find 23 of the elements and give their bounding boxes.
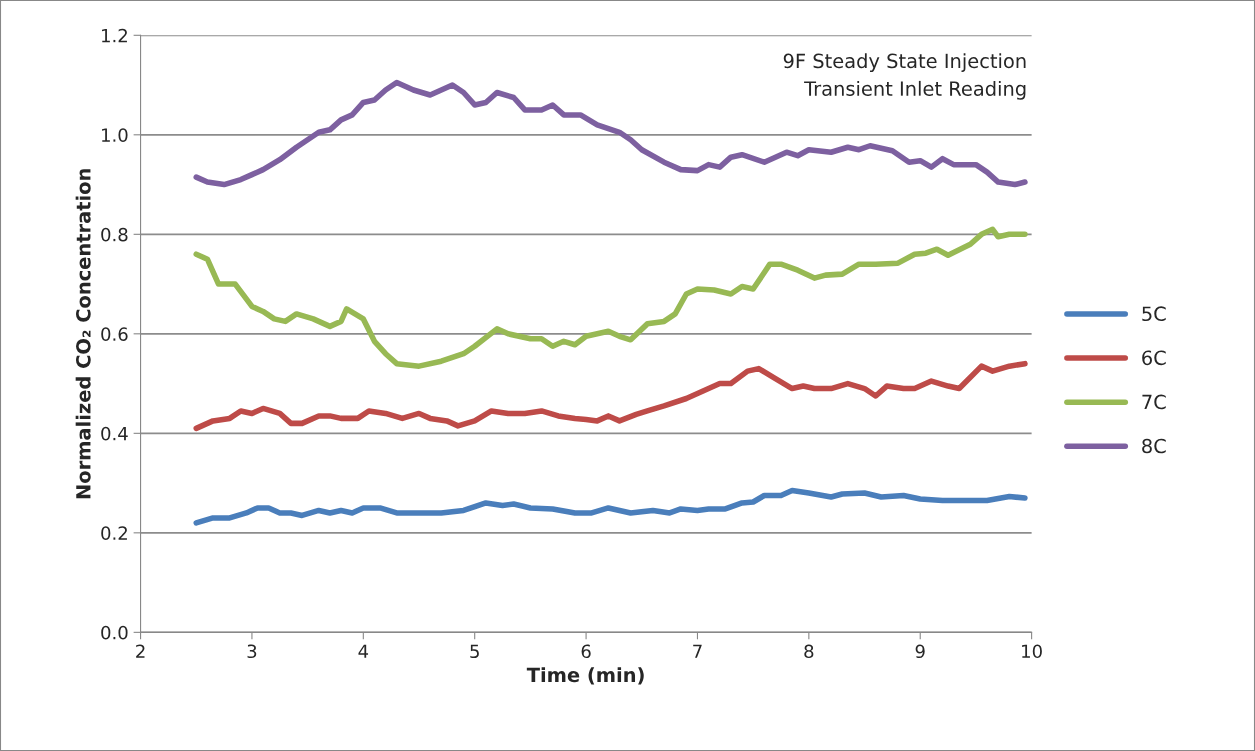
x-tick-label: 4 bbox=[358, 644, 369, 658]
x-tick-label: 10 bbox=[1022, 644, 1042, 659]
x-tick-label: 6 bbox=[581, 644, 591, 659]
x-tick-label: 8 bbox=[804, 644, 814, 659]
x-axis-title: Time (min) bbox=[526, 667, 644, 685]
x-tick-label: 2 bbox=[136, 644, 145, 658]
x-tick-label: 7 bbox=[693, 644, 702, 658]
y-tick-label: 1.2 bbox=[102, 28, 127, 43]
x-tick-label: 3 bbox=[247, 644, 257, 659]
legend-label: 8C bbox=[1142, 438, 1166, 454]
x-tick-label: 5 bbox=[470, 644, 479, 659]
y-tick-label: 1.0 bbox=[102, 128, 128, 142]
legend-label: 6C bbox=[1142, 350, 1166, 366]
y-tick-label: 0.0 bbox=[101, 625, 128, 640]
text: 9F Steady State Injection Transient Inlet Reading bbox=[783, 53, 1026, 100]
x-tick-label: 9 bbox=[915, 644, 925, 659]
y-tick-label: 0.4 bbox=[101, 426, 128, 441]
y-tick-label: 0.2 bbox=[101, 526, 127, 540]
y-tick-label: 0.8 bbox=[101, 227, 128, 242]
legend-label: 5C bbox=[1142, 306, 1166, 322]
legend-label: 7C bbox=[1142, 394, 1166, 410]
y-axis-title: Normalized CO₂ Concentration bbox=[75, 169, 91, 499]
y-tick-label: 0.6 bbox=[101, 327, 128, 341]
